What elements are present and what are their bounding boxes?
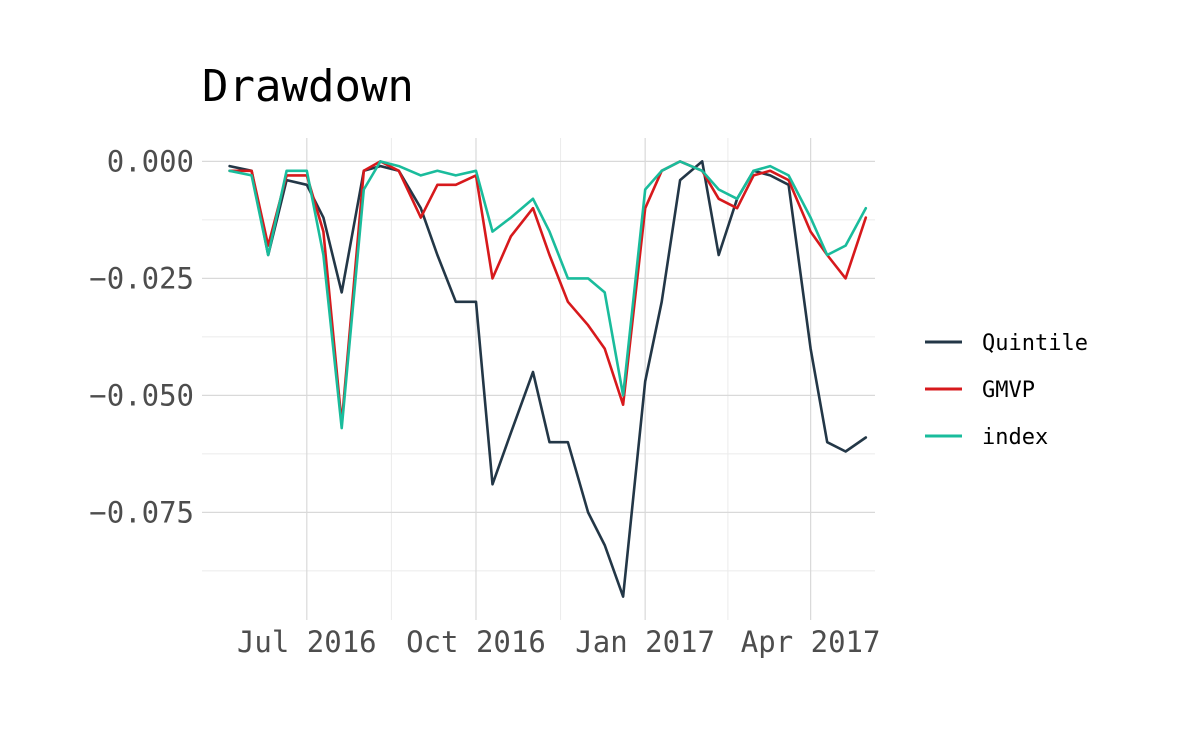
series-layer bbox=[228, 160, 868, 598]
series-line-gmvp bbox=[228, 160, 868, 425]
legend-label-index: index bbox=[982, 425, 1048, 450]
y-tick-label: −0.025 bbox=[89, 261, 194, 295]
y-axis-ticks: 0.000 −0.025 −0.050 −0.075 bbox=[89, 144, 194, 529]
x-tick-label: Jan 2017 bbox=[575, 625, 715, 659]
minor-gridlines bbox=[202, 138, 875, 620]
legend-label-gmvp: GMVP bbox=[982, 378, 1035, 403]
y-tick-label: −0.050 bbox=[89, 378, 194, 412]
x-tick-label: Jul 2016 bbox=[237, 625, 377, 659]
x-tick-label: Apr 2017 bbox=[741, 625, 881, 659]
y-tick-label: −0.075 bbox=[89, 495, 194, 529]
legend-label-quintile: Quintile bbox=[982, 331, 1088, 356]
y-tick-label: 0.000 bbox=[107, 144, 194, 178]
legend: Quintile GMVP index bbox=[925, 331, 1088, 450]
series-line-quintile bbox=[228, 160, 868, 598]
series-line-index bbox=[228, 160, 868, 430]
x-tick-label: Oct 2016 bbox=[406, 625, 546, 659]
chart-title: Drawdown bbox=[202, 61, 414, 112]
x-axis-ticks: Jul 2016 Oct 2016 Jan 2017 Apr 2017 bbox=[237, 625, 881, 659]
